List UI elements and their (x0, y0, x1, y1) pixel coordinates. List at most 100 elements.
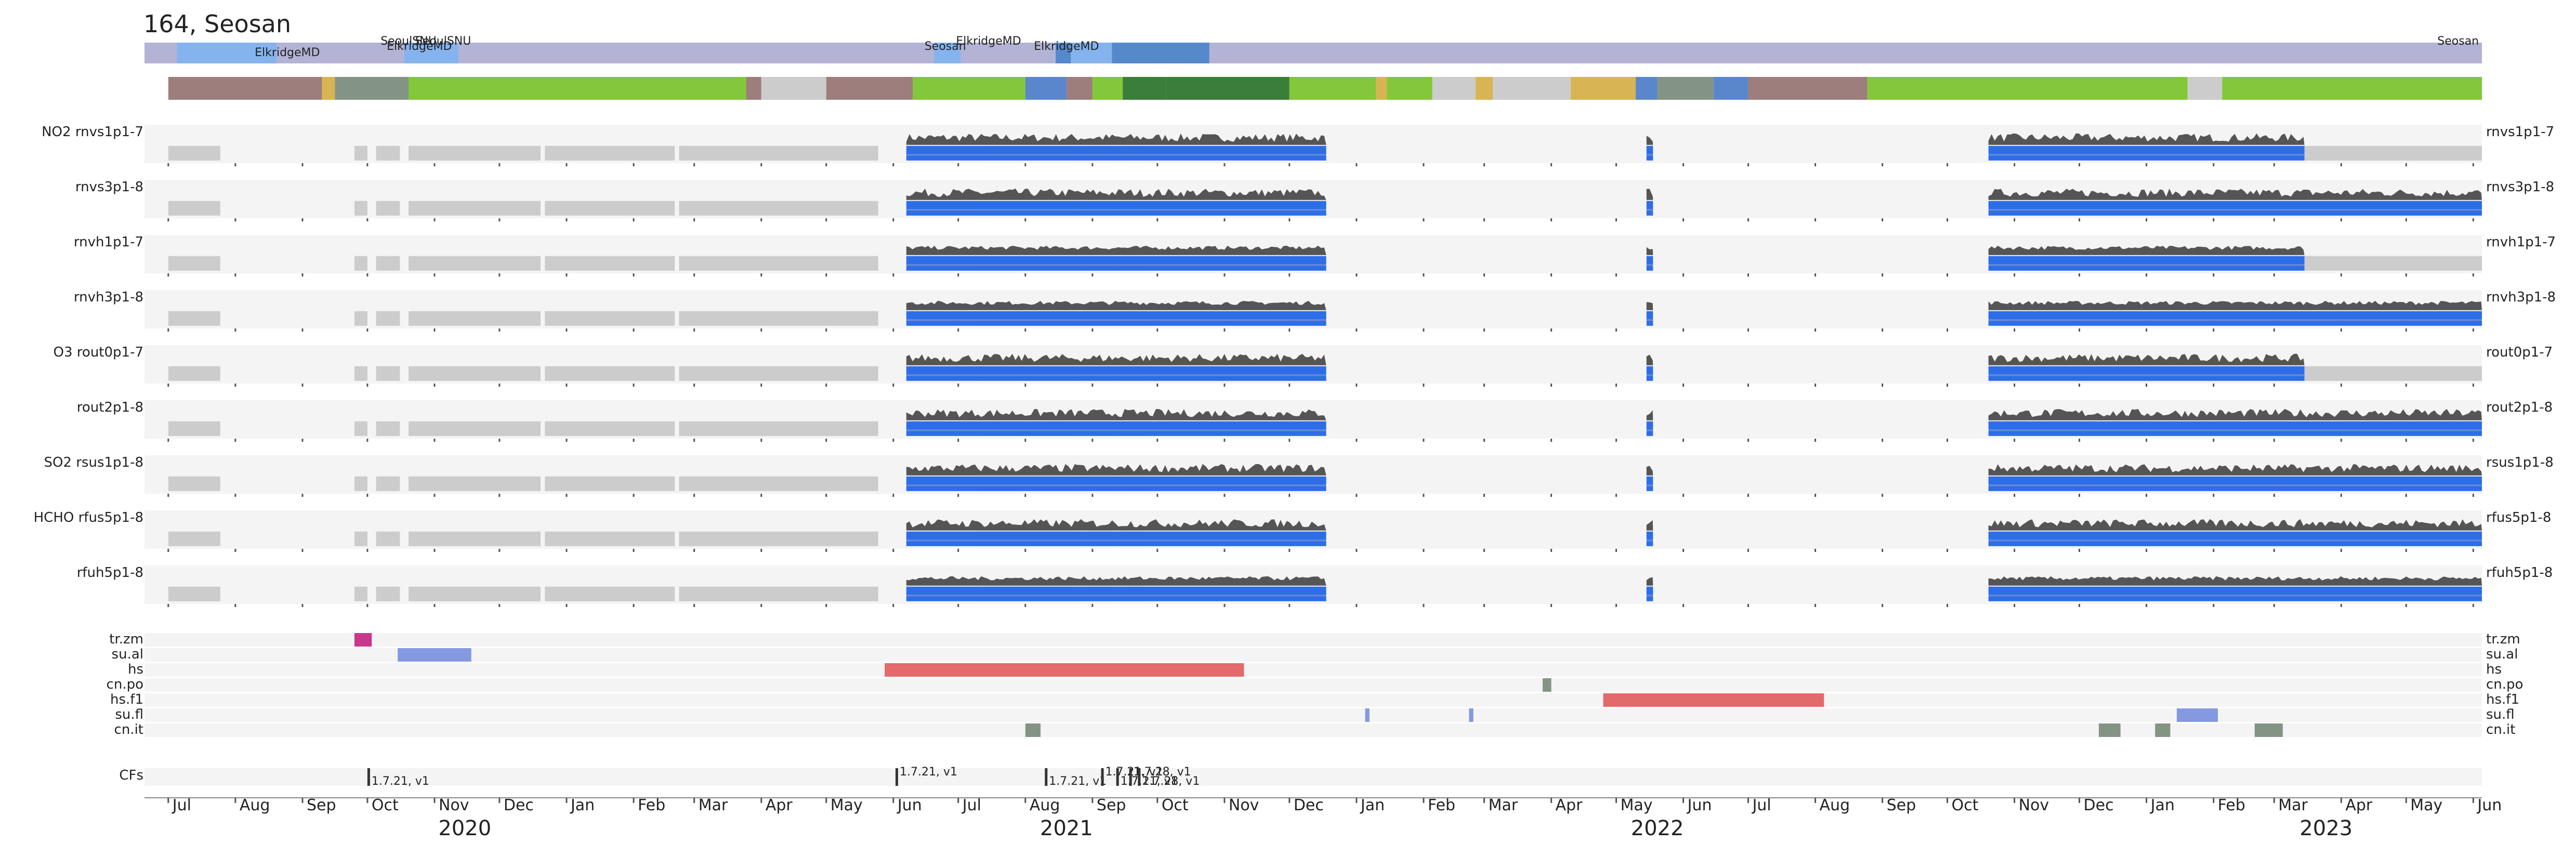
month-label: Feb (2218, 796, 2245, 814)
flag-label-left: hs (128, 662, 143, 677)
cfs-marker (367, 768, 370, 786)
month-label: May (831, 796, 863, 814)
status-segment (1387, 77, 1432, 100)
location-label: ElkridgeMD (956, 35, 1021, 48)
data-strip (906, 374, 1326, 376)
location-label: ElkridgeMD (255, 46, 320, 59)
availability-segment (408, 146, 541, 161)
month-label: Jan (570, 796, 595, 814)
availability-segment (168, 476, 220, 491)
availability-segment (408, 586, 541, 601)
location-segment (276, 43, 404, 63)
status-segment (2222, 77, 2482, 100)
data-band-blue (1646, 421, 1653, 436)
month-label: May (2410, 796, 2442, 814)
data-strip (1988, 429, 2482, 431)
data-histogram (906, 353, 1326, 365)
availability-segment (679, 201, 878, 216)
month-label: Dec (2084, 796, 2114, 814)
location-segment (177, 43, 277, 63)
data-histogram (906, 245, 1326, 255)
availability-segment (354, 531, 367, 546)
data-band-blue (1646, 366, 1653, 381)
flag-event (2176, 708, 2218, 722)
data-strip (1988, 154, 2305, 156)
status-segment (1493, 77, 1571, 100)
flag-label-left: cn.po (107, 677, 143, 692)
cfs-marker (1101, 768, 1104, 786)
data-strip (906, 539, 1326, 542)
flag-row-bg (144, 708, 2482, 722)
data-histogram (1988, 353, 2305, 365)
cfs-marker (1129, 768, 1132, 786)
data-strip (1646, 539, 1653, 542)
flag-label-right: hs (2486, 662, 2502, 677)
flag-event (885, 663, 1244, 677)
data-band-blue (1646, 256, 1653, 271)
data-histogram (906, 409, 1326, 420)
availability-segment (545, 311, 675, 326)
month-label: Jun (2476, 796, 2502, 814)
availability-segment (545, 421, 675, 436)
cfs-marker-label: 1.7.21, v1 (1105, 766, 1163, 779)
data-band-blue (1988, 586, 2482, 601)
availability-segment (376, 256, 400, 271)
location-label: ElkridgeMD (1034, 40, 1099, 53)
cfs-row-bg (144, 768, 2482, 786)
month-label: Sep (307, 796, 336, 814)
data-band-blue (1646, 586, 1653, 601)
availability-segment (408, 201, 541, 216)
availability-segment (679, 476, 878, 491)
status-segment (746, 77, 761, 100)
cfs-marker-label: 1.7.28, v1 (1142, 775, 1200, 788)
data-strip (1646, 319, 1653, 321)
product-label-left: NO2 rnvs1p1-7 (42, 124, 143, 140)
availability-segment (354, 421, 367, 436)
cfs-marker-label: 1.7.21, v1 (900, 766, 957, 779)
status-segment (1867, 77, 2188, 100)
data-strip (1646, 154, 1653, 156)
availability-segment (168, 531, 220, 546)
flag-label-right: cn.it (2486, 722, 2515, 738)
location-segment (458, 43, 935, 63)
availability-segment (679, 256, 878, 271)
location-label: ElkridgeMD (387, 40, 452, 53)
data-band-blue (906, 421, 1326, 436)
data-strip (906, 264, 1326, 266)
flag-event (1603, 693, 1824, 707)
status-segment (1066, 77, 1093, 100)
flag-label-right: hs.f1 (2486, 692, 2519, 707)
data-strip (1646, 374, 1653, 376)
data-histogram (1988, 300, 2482, 310)
month-label: Feb (1428, 796, 1455, 814)
flag-event (1542, 678, 1552, 692)
availability-segment (545, 256, 675, 271)
data-strip (906, 209, 1326, 211)
month-label: Oct (1162, 796, 1189, 814)
month-label: Sep (1887, 796, 1916, 814)
status-segment (335, 77, 409, 100)
data-band-blue (906, 586, 1326, 601)
data-histogram (1988, 464, 2482, 476)
data-band-blue (906, 146, 1326, 161)
data-strip (1646, 209, 1653, 211)
cfs-marker (1116, 768, 1119, 786)
flag-event (354, 633, 372, 647)
product-label-left: rnvh1p1-7 (74, 234, 143, 250)
month-label: Apr (2345, 796, 2373, 814)
month-label: Dec (504, 796, 534, 814)
month-label: Jul (962, 796, 981, 814)
flag-row-bg (144, 693, 2482, 707)
location-segment (1209, 43, 2482, 63)
status-segment (408, 77, 746, 100)
availability-segment (168, 421, 220, 436)
availability-segment (376, 586, 400, 601)
data-histogram (906, 300, 1326, 310)
month-label: Oct (372, 796, 399, 814)
data-histogram (906, 576, 1326, 586)
availability-segment (679, 146, 878, 161)
data-histogram (1646, 520, 1653, 531)
availability-segment (168, 311, 220, 326)
product-label-left: rfuh5p1-8 (77, 565, 143, 581)
